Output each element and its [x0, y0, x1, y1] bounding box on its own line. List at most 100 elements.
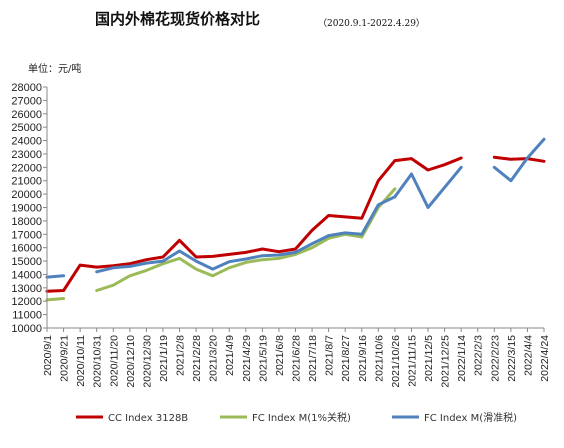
x-tick-label: 2021/4/9 [224, 335, 236, 376]
data-point [228, 260, 231, 263]
y-tick-label: 10000 [11, 323, 42, 335]
x-tick-label: 2021/1/19 [158, 335, 170, 382]
data-point [128, 274, 131, 277]
y-tick-label: 23000 [11, 149, 42, 161]
y-tick-label: 12000 [11, 296, 42, 308]
x-tick-label: 2021/2/8 [175, 335, 187, 376]
data-point [95, 289, 98, 292]
data-point [112, 284, 115, 287]
x-tick-label: 2021/10/26 [390, 335, 402, 388]
x-tick-label: 2021/11/15 [406, 335, 418, 387]
data-point [277, 253, 281, 257]
y-tick-label: 16000 [11, 243, 42, 255]
x-tick-label: 2020/9/21 [59, 335, 71, 382]
data-point [542, 160, 546, 163]
y-tick-label: 22000 [11, 162, 42, 174]
y-tick-label: 26000 [11, 109, 42, 121]
chart-title: 国内外棉花现货价格对比 [95, 10, 260, 28]
data-point [145, 269, 148, 272]
y-axis-unit-label: 单位：元/吨 [28, 62, 81, 75]
data-point [460, 166, 463, 169]
data-point [327, 214, 330, 217]
data-point [377, 179, 380, 182]
data-point [244, 257, 247, 261]
data-point [261, 254, 264, 257]
data-point [178, 239, 181, 242]
data-point [460, 156, 463, 160]
data-point [261, 258, 264, 261]
y-tick-label: 18000 [11, 216, 42, 228]
data-point [128, 262, 131, 265]
data-point [194, 255, 198, 259]
x-tick-label: 2020/9/1 [42, 335, 54, 376]
data-point [509, 179, 513, 182]
data-point [344, 231, 347, 235]
y-tick-label: 19000 [11, 203, 42, 215]
data-point [128, 265, 131, 268]
y-tick-label: 28000 [11, 82, 42, 94]
y-tick-label: 20000 [11, 189, 42, 201]
data-point [493, 156, 496, 159]
data-point [443, 186, 446, 189]
data-point [426, 206, 430, 209]
y-tick-label: 15000 [11, 256, 42, 268]
x-tick-label: 2021/2/28 [191, 335, 203, 382]
x-tick-label: 2020/12/10 [125, 335, 137, 388]
y-tick-label: 17000 [11, 229, 42, 241]
x-tick-label: 2020/10/11 [75, 335, 87, 387]
x-axis: 2020/9/1 2020/9/21 2020/10/11 2020/10/31 202… [42, 327, 551, 388]
data-point [228, 266, 231, 269]
data-point [327, 234, 330, 237]
data-point [161, 259, 165, 263]
data-point [542, 138, 546, 141]
data-point [211, 274, 214, 277]
series-line-1 [45, 155, 546, 293]
data-point [526, 156, 529, 160]
data-point [228, 253, 231, 256]
x-tick-label: 2021/4/29 [241, 335, 253, 382]
data-point [377, 203, 380, 206]
y-tick-label: 14000 [11, 269, 42, 281]
y-tick-label: 25000 [11, 122, 42, 134]
x-tick-label: 2021/6/8 [274, 335, 286, 376]
data-point [261, 247, 264, 251]
x-tick-label: 2021/9/16 [357, 335, 369, 382]
y-tick-label: 27000 [11, 95, 42, 107]
x-tick-label: 2021/5/19 [257, 335, 269, 382]
data-point [178, 249, 181, 253]
data-point [310, 246, 314, 249]
series-line-2 [45, 187, 397, 302]
data-point [112, 266, 115, 269]
data-point [294, 247, 297, 251]
x-tick-label: 2021/8/7 [324, 335, 336, 376]
data-point [393, 187, 397, 190]
data-point [62, 274, 65, 277]
legend-item-2: FC Index M(1%关税) [220, 411, 351, 424]
x-tick-label: 2022/2/3 [473, 335, 485, 376]
data-point [194, 259, 198, 263]
y-tick-label: 21000 [11, 176, 42, 188]
data-point [244, 261, 247, 264]
x-tick-label: 2022/1/14 [456, 335, 468, 382]
x-tick-label: 2021/12/5 [423, 335, 435, 382]
x-tick-label: 2021/7/18 [307, 335, 319, 382]
data-point [95, 270, 98, 273]
y-tick-label: 13000 [11, 283, 42, 295]
data-point [393, 195, 397, 198]
data-point [78, 263, 82, 267]
data-point [344, 215, 347, 219]
data-point [509, 158, 513, 161]
data-point [360, 217, 363, 220]
data-point [62, 289, 65, 292]
legend-item-1: CC Index 3128B [76, 413, 188, 424]
x-tick-label: 2021/8/27 [340, 335, 352, 382]
plot-area [45, 137, 546, 302]
data-point [244, 251, 247, 254]
legend-label: FC Index M(1%关税) [252, 411, 351, 424]
x-tick-label: 2020/11/20 [108, 335, 120, 387]
data-point [62, 297, 65, 300]
data-point [360, 235, 363, 239]
legend-item-3: FC Index M(滑准税) [392, 411, 517, 424]
data-point [211, 255, 214, 258]
chart-subtitle: （2020.9.1-2022.4.29） [318, 18, 425, 29]
